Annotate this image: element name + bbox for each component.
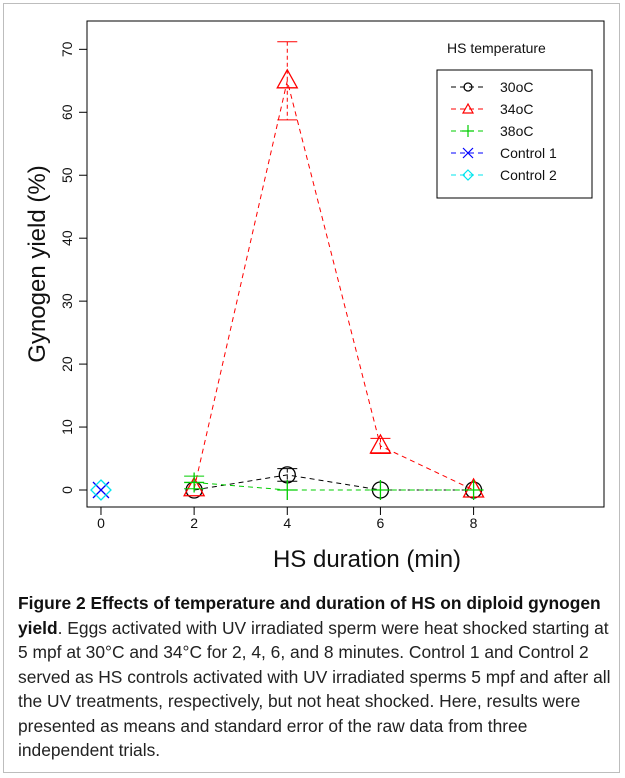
legend-marker-diamond xyxy=(462,169,474,181)
legend-marker-x xyxy=(462,147,474,159)
series-30oc xyxy=(185,466,483,499)
figure-caption: Figure 2 Effects of temperature and dura… xyxy=(18,591,614,763)
legend-box xyxy=(436,69,593,199)
data-point xyxy=(92,481,110,499)
series-34oc xyxy=(183,41,485,498)
x-tick-label: 6 xyxy=(377,515,385,531)
series-line xyxy=(193,80,474,491)
series-layer xyxy=(90,41,485,501)
legend-label: 34oC xyxy=(500,101,533,117)
data-point xyxy=(183,476,206,497)
legend-marker xyxy=(462,169,474,181)
series-line xyxy=(194,474,474,491)
legend-marker xyxy=(462,147,474,159)
chart: 0 2 4 6 8 0 10 20 30 40 50 60 70 HS temperature 30oC 3… xyxy=(24,20,605,573)
axes: 0 2 4 6 8 0 10 20 30 40 50 60 70 xyxy=(59,41,478,531)
legend: HS temperature 30oC 34oC 38oC Control 1 Contr… xyxy=(436,40,593,199)
y-tick-label: 50 xyxy=(59,167,75,183)
legend-marker-triangle xyxy=(461,102,475,114)
x-axis-label: HS duration (min) xyxy=(273,546,461,573)
data-point xyxy=(370,480,391,501)
x-tick-label: 8 xyxy=(470,515,478,531)
y-tick-label: 20 xyxy=(59,356,75,372)
legend-marker xyxy=(461,102,475,114)
plot-area-border xyxy=(86,20,605,508)
data-point xyxy=(184,472,205,493)
y-tick-label: 60 xyxy=(59,104,75,120)
legend-title: HS temperature xyxy=(447,40,546,56)
x-tick-label: 4 xyxy=(283,515,291,531)
caption-label: Figure 2 xyxy=(18,593,86,613)
x-tick-label: 2 xyxy=(190,515,198,531)
data-point xyxy=(276,68,299,89)
y-tick-label: 30 xyxy=(59,293,75,309)
y-tick-label: 0 xyxy=(59,486,75,494)
y-tick-label: 40 xyxy=(59,230,75,246)
legend-label: 38oC xyxy=(500,123,533,139)
legend-marker xyxy=(462,125,474,137)
legend-marker-plus xyxy=(462,125,474,137)
caption-text: . Eggs activated with UV irradiated sper… xyxy=(18,617,611,761)
series-38oc xyxy=(184,472,484,501)
legend-marker xyxy=(463,82,473,92)
data-point xyxy=(90,479,112,501)
y-tick-label: 10 xyxy=(59,419,75,435)
series-control-2 xyxy=(90,479,112,501)
legend-marker-circle xyxy=(463,82,473,92)
series-line xyxy=(194,481,474,491)
data-point xyxy=(277,480,298,501)
data-point xyxy=(369,433,392,454)
y-tick-label: 70 xyxy=(59,41,75,57)
legend-label: Control 1 xyxy=(500,145,557,161)
legend-label: Control 2 xyxy=(500,167,557,183)
data-point xyxy=(463,480,484,501)
y-axis-label: Gynogen yield (%) xyxy=(24,165,51,362)
x-tick-label: 0 xyxy=(97,515,105,531)
series-control-1 xyxy=(92,481,110,499)
legend-label: 30oC xyxy=(500,79,533,95)
caption-title: Effects of temperature and duration of H… xyxy=(18,593,601,638)
